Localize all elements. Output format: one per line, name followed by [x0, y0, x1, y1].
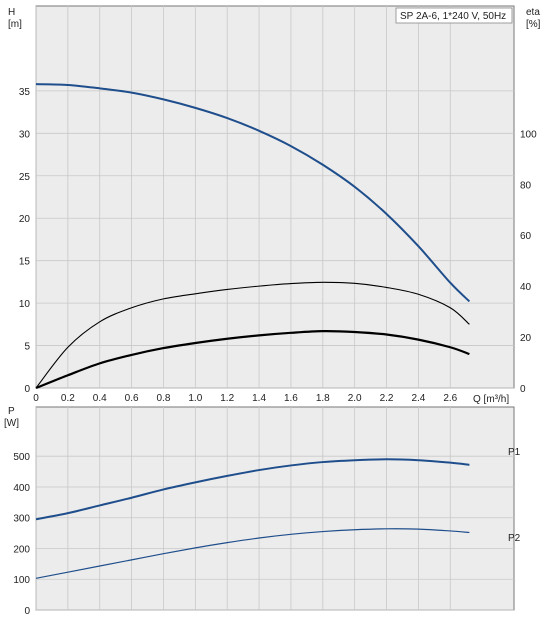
power-panel: 0 100 200 300 400 500 P [W] P1 P2 — [4, 406, 521, 617]
eta-tick-label: 20 — [520, 333, 532, 344]
head-curve — [35, 83, 471, 303]
power-tick-label: 300 — [13, 514, 30, 525]
secondary-black-curve — [35, 329, 470, 390]
power-tick-label: 100 — [13, 575, 30, 586]
x-tick-label: 0.4 — [93, 393, 107, 404]
head-tick-label: 20 — [19, 214, 31, 225]
x-tick-label: 1.2 — [220, 393, 234, 404]
head-axis-ticks: 0 5 10 15 20 25 30 35 — [19, 87, 31, 395]
power-axis-label: P — [8, 406, 15, 417]
model-annotation-box: SP 2A-6, 1*240 V, 50Hz — [395, 7, 513, 24]
performance-curves — [35, 83, 471, 390]
x-tick-label: 1.4 — [252, 393, 266, 404]
x-tick-label: 2.2 — [380, 393, 394, 404]
head-tick-label: 15 — [19, 257, 31, 268]
x-tick-label: 1.8 — [316, 393, 330, 404]
efficiency-axis-unit: [%] — [526, 19, 541, 30]
power-axis-unit: [W] — [4, 418, 19, 429]
x-tick-label: 2.6 — [443, 393, 457, 404]
head-tick-label: 0 — [24, 384, 30, 395]
head-axis-label: H — [8, 7, 15, 18]
x-tick-label: 0 — [33, 393, 39, 404]
efficiency-axis-ticks: 0 20 40 60 80 100 — [520, 129, 537, 395]
performance-plot-area — [35, 5, 515, 389]
x-tick-label: 1.0 — [188, 393, 202, 404]
performance-panel: 0 0.2 0.4 0.6 0.8 1.0 1.2 1.4 1.6 1.8 2.0 2.2 2.4 2.6… — [8, 5, 541, 405]
head-tick-label: 35 — [19, 87, 31, 98]
power-tick-label: 400 — [13, 483, 30, 494]
p2-curve — [35, 528, 470, 579]
x-tick-label: 0.6 — [125, 393, 139, 404]
series-label-p1: P1 — [508, 447, 521, 458]
series-label-p2: P2 — [508, 533, 521, 544]
efficiency-curve — [35, 281, 470, 389]
x-tick-label: 2.4 — [411, 393, 425, 404]
flow-axis-label: Q [m³/h] — [473, 394, 509, 405]
x-tick-label: 2.0 — [348, 393, 362, 404]
power-tick-label: 200 — [13, 544, 30, 555]
head-tick-label: 25 — [19, 172, 31, 183]
eta-tick-label: 100 — [520, 129, 537, 140]
annotation-box-frame — [395, 7, 513, 24]
performance-grid — [35, 6, 514, 389]
eta-tick-label: 0 — [520, 384, 526, 395]
power-plot-area — [35, 406, 515, 611]
head-tick-label: 5 — [24, 342, 30, 353]
eta-tick-label: 60 — [520, 231, 532, 242]
performance-x-ticks: 0 0.2 0.4 0.6 0.8 1.0 1.2 1.4 1.6 1.8 2.0 2.2 2.4 2.6 — [33, 393, 457, 404]
head-tick-label: 10 — [19, 299, 31, 310]
power-axis-ticks: 0 100 200 300 400 500 — [13, 452, 30, 617]
eta-tick-label: 40 — [520, 282, 532, 293]
power-tick-label: 0 — [24, 606, 30, 617]
x-tick-label: 1.6 — [284, 393, 298, 404]
head-axis-unit: [m] — [8, 19, 22, 30]
eta-tick-label: 80 — [520, 180, 532, 191]
x-tick-label: 0.2 — [61, 393, 75, 404]
head-tick-label: 30 — [19, 129, 31, 140]
model-annotation: SP 2A-6, 1*240 V, 50Hz — [400, 11, 506, 22]
p1-curve — [35, 458, 470, 521]
power-tick-label: 500 — [13, 452, 30, 463]
x-tick-label: 0.8 — [157, 393, 171, 404]
power-curves — [35, 458, 470, 579]
efficiency-axis-label: eta — [526, 7, 540, 18]
power-grid — [35, 407, 514, 611]
